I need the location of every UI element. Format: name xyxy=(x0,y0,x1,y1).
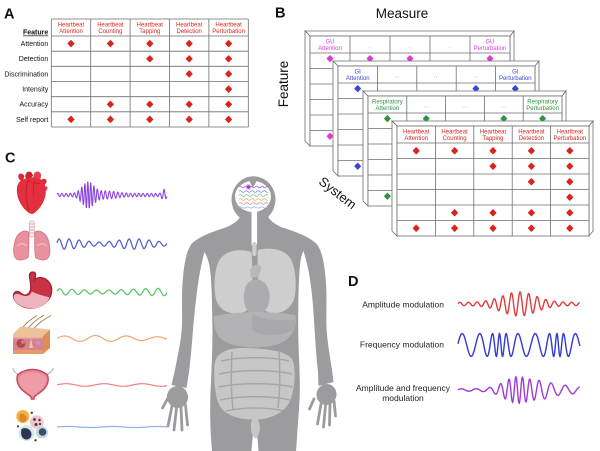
svg-text:Intensity: Intensity xyxy=(22,87,49,94)
svg-text:Tapping: Tapping xyxy=(139,29,160,35)
svg-text:Counting: Counting xyxy=(98,29,122,35)
svg-text:Respiratory: Respiratory xyxy=(372,100,403,106)
svg-text:Attention: Attention xyxy=(404,136,428,142)
svg-text:Detection: Detection xyxy=(19,56,49,63)
svg-text:Heartbeat: Heartbeat xyxy=(518,130,545,136)
svg-text:...: ... xyxy=(462,103,468,110)
svg-text:...: ... xyxy=(407,43,413,50)
svg-text:Heartbeat: Heartbeat xyxy=(480,130,507,136)
svg-text:...: ... xyxy=(367,43,373,50)
svg-text:Counting: Counting xyxy=(443,136,467,142)
svg-text:...: ... xyxy=(394,73,400,80)
svg-text:B: B xyxy=(275,6,285,22)
svg-text:Perturbation: Perturbation xyxy=(212,29,245,35)
svg-text:GI: GI xyxy=(355,70,362,76)
svg-text:Frequency modulation: Frequency modulation xyxy=(360,340,444,350)
svg-text:Heartbeat: Heartbeat xyxy=(137,23,164,29)
svg-text:Amplitude and frequency: Amplitude and frequency xyxy=(356,383,451,393)
svg-text:Respiratory: Respiratory xyxy=(527,100,558,106)
svg-text:Tapping: Tapping xyxy=(482,136,503,142)
svg-text:GI: GI xyxy=(512,70,519,76)
svg-text:Heartbeat: Heartbeat xyxy=(97,23,124,29)
svg-text:modulation: modulation xyxy=(382,393,424,403)
svg-text:...: ... xyxy=(423,103,429,110)
svg-text:...: ... xyxy=(501,103,507,110)
svg-text:Feature: Feature xyxy=(276,61,291,108)
svg-text:Discrimination: Discrimination xyxy=(4,71,48,78)
svg-text:C: C xyxy=(5,151,16,167)
svg-text:Attention: Attention xyxy=(59,29,83,35)
svg-text:A: A xyxy=(4,6,15,22)
svg-text:Perturbation: Perturbation xyxy=(553,136,586,142)
svg-text:GU: GU xyxy=(486,40,495,46)
svg-text:Perturbation: Perturbation xyxy=(474,46,507,52)
svg-text:Attention: Attention xyxy=(346,76,370,82)
svg-text:Perturbation: Perturbation xyxy=(526,106,559,112)
svg-text:Heartbeat: Heartbeat xyxy=(176,23,203,29)
svg-text:Amplitude modulation: Amplitude modulation xyxy=(362,300,444,310)
svg-text:Feature: Feature xyxy=(23,30,48,37)
svg-text:Perturbation: Perturbation xyxy=(499,76,532,82)
svg-text:Detection: Detection xyxy=(177,29,202,35)
svg-text:Attention: Attention xyxy=(21,41,49,48)
svg-text:Heartbeat: Heartbeat xyxy=(215,23,242,29)
svg-text:Measure: Measure xyxy=(376,6,429,21)
svg-text:...: ... xyxy=(473,73,479,80)
svg-text:Heartbeat: Heartbeat xyxy=(58,23,85,29)
svg-text:Heartbeat: Heartbeat xyxy=(441,130,468,136)
svg-text:D: D xyxy=(348,274,358,290)
svg-text:...: ... xyxy=(447,43,453,50)
svg-text:Attention: Attention xyxy=(376,106,400,112)
svg-text:Attention: Attention xyxy=(318,46,342,52)
svg-text:System: System xyxy=(316,174,359,213)
svg-text:Accuracy: Accuracy xyxy=(20,102,49,109)
svg-text:Detection: Detection xyxy=(519,136,544,142)
svg-text:GU: GU xyxy=(326,40,335,46)
svg-text:Self report: Self report xyxy=(16,117,48,124)
svg-text:Heartbeat: Heartbeat xyxy=(403,130,430,136)
svg-text:Heartbeat: Heartbeat xyxy=(557,130,584,136)
svg-text:...: ... xyxy=(434,73,440,80)
